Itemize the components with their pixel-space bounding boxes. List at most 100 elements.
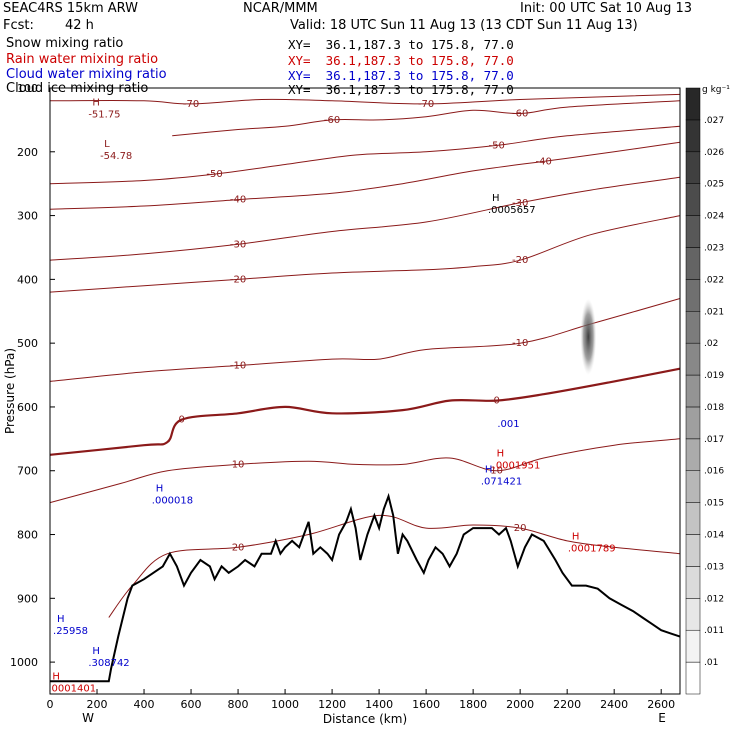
contour-label: 10 xyxy=(490,466,503,477)
colorbar-label: .018 xyxy=(704,403,724,413)
contour-line xyxy=(49,93,681,105)
x-tick-label: 1600 xyxy=(412,698,440,711)
east-label: E xyxy=(658,711,666,725)
contour-label: -30 xyxy=(230,239,246,250)
colorbar: .01 .011 .012 .013 .014 .015 .016 .017 .018 .019.… xyxy=(685,85,730,695)
extremum-mark: H xyxy=(92,646,100,657)
extremum-value: -54.78 xyxy=(100,151,132,162)
fcst-label: Fcst: xyxy=(3,18,34,33)
contour-line xyxy=(172,100,681,137)
contour-line xyxy=(49,215,681,293)
extremum-mark: H xyxy=(92,98,100,109)
colorbar-label: .023 xyxy=(704,243,724,253)
x-axis-label: Distance (km) xyxy=(323,712,407,726)
colorbar-cell xyxy=(685,502,701,535)
colorbar-cell xyxy=(685,406,701,440)
contour-label: 20 xyxy=(514,523,527,534)
field-xy-cloud-ice: XY= 36.1,187.3 to 175.8, 77.0 xyxy=(288,82,514,97)
field-xy-rain: XY= 36.1,187.3 to 175.8, 77.0 xyxy=(288,53,514,68)
extremum-value: .0005657 xyxy=(488,205,536,216)
org-title: NCAR/MMM xyxy=(243,1,318,16)
contour-label: -10 xyxy=(230,360,246,371)
colorbar-cell xyxy=(685,279,701,312)
y-tick-label: 300 xyxy=(17,210,38,223)
contour-label: -20 xyxy=(230,274,246,285)
x-tick-label: 200 xyxy=(87,698,108,711)
colorbar-label: .021 xyxy=(704,307,724,317)
colorbar-cell xyxy=(685,438,701,471)
terrain-line xyxy=(50,492,681,683)
contour-label: 0 xyxy=(178,415,184,426)
contour-line xyxy=(108,514,681,618)
field-name-snow: Snow mixing ratio xyxy=(6,36,124,51)
y-tick-label: 700 xyxy=(17,465,38,478)
colorbar-label: .012 xyxy=(704,594,724,604)
x-tick-label: 2400 xyxy=(600,698,628,711)
colorbar-label: .027 xyxy=(704,116,724,126)
west-label: W xyxy=(82,711,94,725)
colorbar-label: .022 xyxy=(704,275,724,285)
colorbar-cell xyxy=(685,629,701,663)
field-name-cloud-water: Cloud water mixing ratio xyxy=(6,67,167,82)
contour-line xyxy=(49,298,681,382)
contour-label: 10 xyxy=(232,459,245,470)
contour-label: -50 xyxy=(488,140,504,151)
y-tick-label: 600 xyxy=(17,401,38,414)
colorbar-cell xyxy=(685,342,701,376)
contour-line xyxy=(49,125,681,185)
colorbar-cell xyxy=(685,183,701,216)
extremum-value: .0001401 xyxy=(48,684,96,695)
y-tick-label: 1000 xyxy=(10,656,38,669)
valid-time: Valid: 18 UTC Sun 11 Aug 13 (13 CDT Sun … xyxy=(290,18,638,33)
contour-label: -40 xyxy=(535,156,551,167)
colorbar-cell xyxy=(685,566,701,599)
colorbar-label: .016 xyxy=(704,467,724,477)
colorbar-label: .015 xyxy=(704,499,724,509)
colorbar-cell xyxy=(685,311,701,344)
colorbar-label: .024 xyxy=(704,212,724,222)
colorbar-cell xyxy=(685,598,701,631)
extremum-value: .001 xyxy=(497,419,519,430)
extremum-value: .071421 xyxy=(481,476,522,487)
y-tick-label: 500 xyxy=(17,337,38,350)
contour-label: -50 xyxy=(206,169,222,180)
contour-line xyxy=(49,438,681,504)
colorbar-label: .025 xyxy=(704,180,724,190)
contour-line xyxy=(49,141,681,210)
colorbar-cell xyxy=(685,247,701,280)
x-tick-label: 600 xyxy=(181,698,202,711)
colorbar-cell xyxy=(685,215,701,248)
x-tick-label: 2000 xyxy=(506,698,534,711)
colorbar-label: .01 xyxy=(704,658,718,668)
colorbar-label: .013 xyxy=(704,562,724,572)
y-tick-label: 100 xyxy=(17,82,38,95)
extremum-value: .0001951 xyxy=(493,460,541,471)
contour-label: -70 xyxy=(418,99,434,110)
x-tick-label: 2200 xyxy=(553,698,581,711)
extremum-mark: H xyxy=(572,531,580,542)
contour-label: 0 xyxy=(493,396,499,407)
y-axis-label: Pressure (hPa) xyxy=(3,348,17,434)
colorbar-label: .026 xyxy=(704,148,724,158)
extremum-mark: H xyxy=(52,672,60,683)
colorbar-cell xyxy=(685,534,701,567)
colorbar-cell xyxy=(685,470,701,503)
field-xy-cloud-water: XY= 36.1,187.3 to 175.8, 77.0 xyxy=(288,68,514,83)
extremum-value: .25958 xyxy=(53,626,88,637)
x-tick-label: 2600 xyxy=(647,698,675,711)
y-tick-label: 900 xyxy=(17,592,38,605)
extremum-mark: L xyxy=(104,139,110,150)
fcst-value: 42 h xyxy=(65,18,94,33)
colorbar-cell xyxy=(685,87,701,121)
contour-line xyxy=(49,176,681,261)
init-time: Init: 00 UTC Sat 10 Aug 13 xyxy=(520,1,693,16)
extremum-value: .0001789 xyxy=(568,543,616,554)
x-tick-label: 1200 xyxy=(318,698,346,711)
colorbar-label: .02 xyxy=(704,339,718,349)
maxima-labels: H-51.75L-54.78H.0005657H.0001951H.000178… xyxy=(48,98,615,695)
colorbar-cell xyxy=(685,661,701,695)
x-tick-label: 0 xyxy=(47,698,54,711)
contour-label: -40 xyxy=(230,195,246,206)
colorbar-label: .019 xyxy=(704,371,724,381)
